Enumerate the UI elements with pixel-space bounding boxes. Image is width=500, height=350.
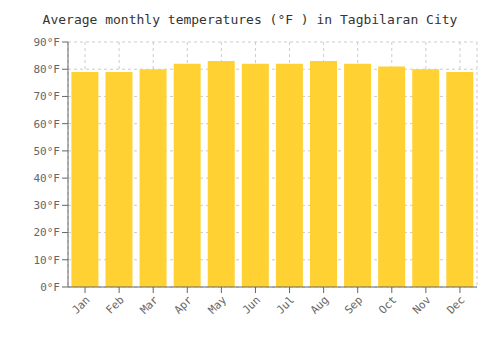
svg-text:70°F: 70°F bbox=[34, 90, 61, 103]
svg-text:60°F: 60°F bbox=[34, 118, 61, 131]
svg-text:30°F: 30°F bbox=[34, 199, 61, 212]
svg-text:Nov: Nov bbox=[410, 293, 434, 317]
html-text:Average monthly temperatures (: Average monthly temperatures (°F ) in Ta… bbox=[42, 12, 458, 27]
svg-text:40°F: 40°F bbox=[34, 172, 61, 185]
svg-text:Oct: Oct bbox=[376, 293, 399, 316]
svg-text:Jul: Jul bbox=[274, 293, 297, 316]
svg-text:80°F: 80°F bbox=[34, 63, 61, 76]
svg-text:Dec: Dec bbox=[444, 293, 467, 316]
svg-text:Aug: Aug bbox=[308, 293, 331, 316]
svg-text:Sep: Sep bbox=[342, 293, 365, 316]
svg-text:Apr: Apr bbox=[172, 293, 196, 317]
svg-text:Mar: Mar bbox=[138, 293, 162, 317]
svg-text:0°F: 0°F bbox=[40, 281, 60, 294]
svg-text:Feb: Feb bbox=[104, 293, 127, 316]
svg-text:Jan: Jan bbox=[69, 293, 92, 316]
svg-text:20°F: 20°F bbox=[34, 226, 61, 239]
svg-text:90°F: 90°F bbox=[34, 36, 61, 49]
svg-text:Jun: Jun bbox=[240, 293, 263, 316]
svg-text:May: May bbox=[206, 293, 230, 317]
svg-text:50°F: 50°F bbox=[34, 145, 61, 158]
svg-text:10°F: 10°F bbox=[34, 254, 61, 267]
